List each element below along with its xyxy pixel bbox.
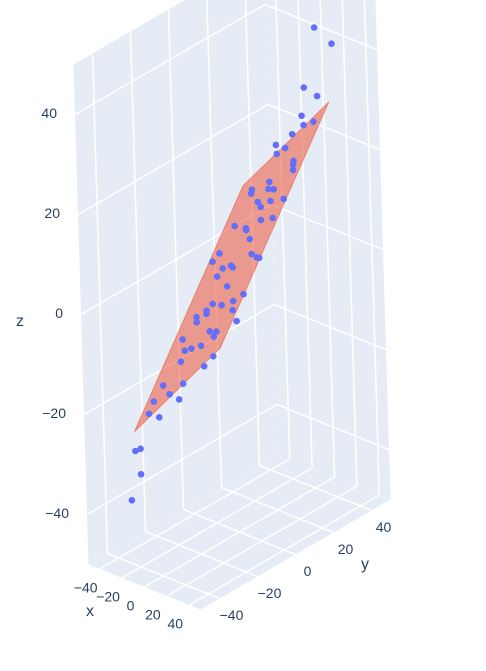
data-point [248, 250, 255, 258]
data-point [298, 112, 305, 120]
data-point [132, 447, 139, 455]
data-point [266, 178, 273, 186]
y-tick-label: −20 [258, 585, 282, 601]
data-point [177, 358, 185, 366]
data-point [203, 310, 210, 318]
data-point [210, 333, 218, 340]
data-point [188, 345, 195, 352]
walls [73, 0, 391, 610]
grid-line [259, 464, 372, 512]
data-point [242, 224, 250, 232]
data-point [253, 254, 261, 261]
data-point [216, 250, 223, 257]
data-point [137, 445, 144, 453]
x-tick-label: −20 [96, 589, 120, 605]
x-tick-label: 40 [168, 616, 184, 632]
data-point [206, 328, 214, 335]
data-point [209, 300, 217, 308]
data-point [280, 195, 288, 203]
data-point [193, 313, 200, 321]
data-point [273, 150, 281, 158]
data-point [247, 190, 255, 197]
z-tick-label: −20 [42, 405, 66, 421]
data-point [166, 391, 173, 398]
data-point [229, 306, 236, 314]
grid-line [74, 3, 266, 116]
grid-line [86, 403, 278, 516]
y-tick-label: 20 [338, 541, 354, 557]
x-axis-title: x [86, 603, 94, 620]
data-point [175, 396, 183, 403]
data-point [193, 318, 201, 326]
data-point [233, 317, 240, 325]
grid-line [107, 552, 220, 600]
y-axis-title: y [361, 556, 369, 573]
x-tick-label: 20 [145, 607, 161, 623]
data-point [218, 301, 225, 309]
data-point [257, 203, 264, 211]
data-point [200, 362, 208, 370]
data-point [269, 214, 276, 222]
grid-line [276, 403, 390, 451]
data-point [159, 382, 167, 389]
z-tick-label: 40 [41, 105, 57, 121]
data-point [288, 130, 296, 138]
grid-line [221, 486, 334, 534]
data-point [267, 197, 274, 205]
x-tick-label: −40 [74, 580, 98, 596]
data-point [229, 297, 237, 305]
data-point [227, 262, 235, 269]
y-tick-label: 40 [376, 519, 392, 535]
grid-line [267, 103, 381, 151]
data-point [310, 24, 318, 31]
grid-line [270, 203, 384, 251]
data-point [150, 398, 158, 405]
data-point [300, 84, 308, 91]
z-tick-label: 0 [55, 305, 63, 321]
data-point [155, 414, 163, 421]
data-point [310, 118, 317, 126]
data-point [213, 328, 220, 335]
data-point [254, 198, 262, 206]
data-point [223, 283, 231, 290]
grid-line [145, 530, 258, 578]
grid-line [77, 103, 269, 216]
data-point [210, 353, 217, 360]
data-point [197, 342, 205, 350]
x-tick-label: 0 [127, 598, 135, 614]
data-point [219, 265, 227, 272]
data-point [313, 92, 321, 100]
grid-line [264, 3, 378, 51]
data-point [246, 235, 254, 243]
data-point [231, 222, 238, 230]
data-point [300, 121, 307, 129]
data-point [179, 336, 186, 343]
data-point [128, 497, 136, 504]
data-point [272, 141, 280, 149]
data-point [257, 216, 265, 224]
data-point [209, 258, 216, 266]
grid-line [273, 303, 387, 351]
data-point [213, 273, 221, 280]
data-point [265, 185, 272, 193]
z-tick-label: −40 [45, 505, 69, 521]
data-point [145, 410, 153, 418]
z-axis-title: z [16, 313, 24, 330]
grid-line [183, 508, 296, 556]
y-tick-label: −40 [220, 607, 244, 623]
data-point [270, 186, 278, 193]
data-point [240, 290, 247, 298]
data-point [289, 161, 297, 168]
data-point [181, 347, 189, 355]
data-point [179, 380, 187, 388]
data-point [137, 470, 145, 478]
z-tick-label: 20 [44, 205, 60, 221]
y-tick-label: 0 [304, 563, 312, 579]
data-point [289, 166, 297, 174]
data-point [281, 144, 289, 152]
data-point [328, 40, 335, 47]
